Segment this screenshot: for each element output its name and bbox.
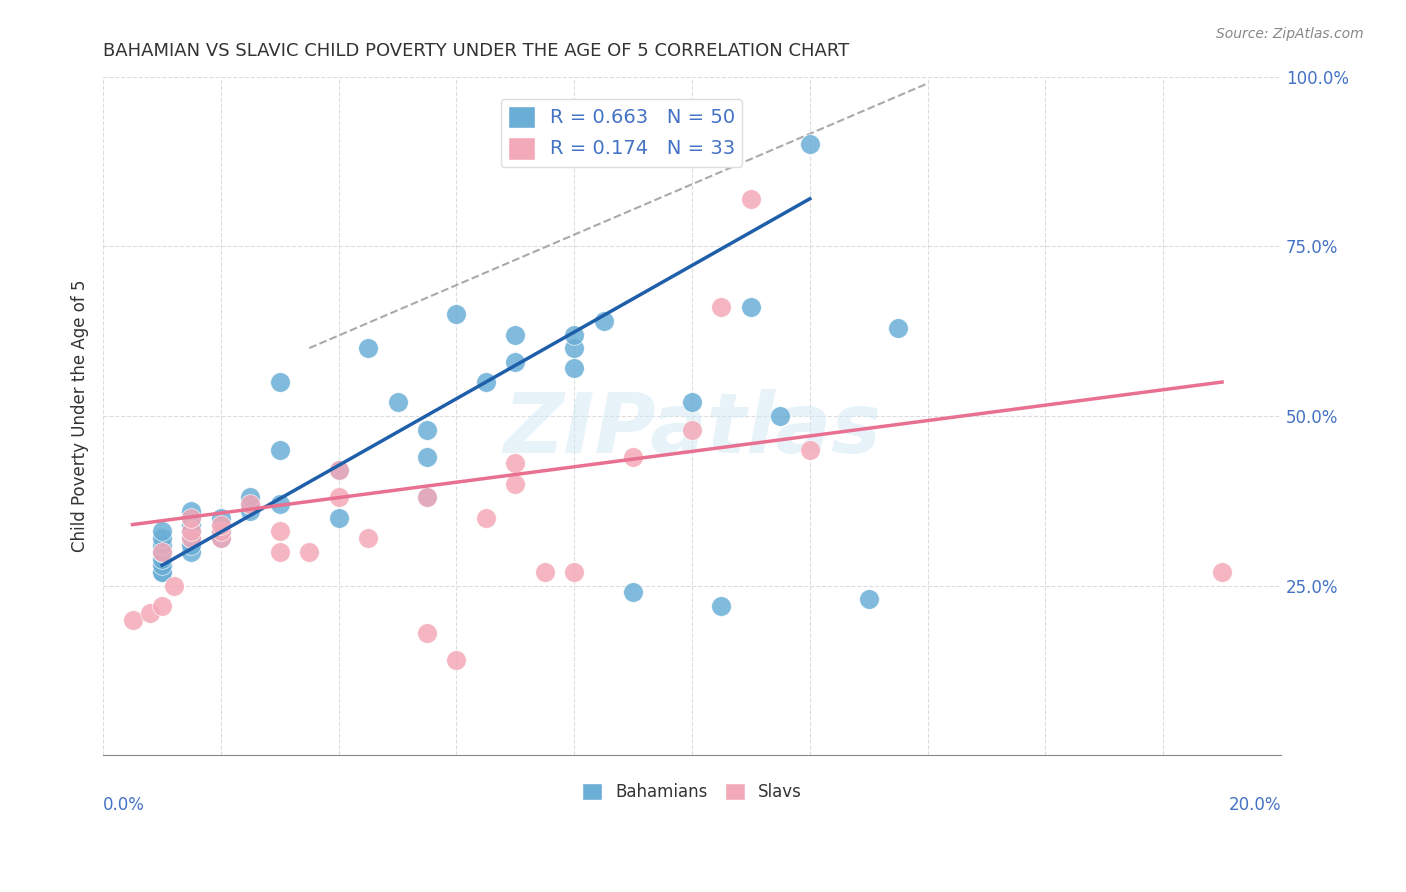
Bahamians	[150, 551, 173, 566]
Bahamians	[562, 327, 585, 342]
Bahamians	[150, 545, 173, 559]
Text: Source: ZipAtlas.com: Source: ZipAtlas.com	[1216, 27, 1364, 41]
Slavs	[621, 103, 644, 118]
Bahamians	[887, 320, 910, 334]
Slavs	[1211, 565, 1233, 579]
Bahamians	[387, 395, 409, 409]
Bahamians	[180, 524, 202, 539]
Slavs	[209, 531, 232, 545]
Slavs	[269, 524, 291, 539]
Bahamians	[505, 354, 527, 368]
Bahamians	[269, 375, 291, 389]
Slavs	[209, 524, 232, 539]
Slavs	[180, 524, 202, 539]
Bahamians	[740, 301, 762, 315]
Text: BAHAMIAN VS SLAVIC CHILD POVERTY UNDER THE AGE OF 5 CORRELATION CHART: BAHAMIAN VS SLAVIC CHILD POVERTY UNDER T…	[103, 42, 849, 60]
Text: 0.0%: 0.0%	[103, 796, 145, 814]
Slavs	[533, 565, 555, 579]
Bahamians	[328, 463, 350, 477]
Bahamians	[180, 504, 202, 518]
Slavs	[562, 565, 585, 579]
Bahamians	[416, 491, 439, 505]
Bahamians	[446, 307, 468, 321]
Slavs	[446, 653, 468, 667]
Bahamians	[799, 137, 821, 152]
Bahamians	[562, 341, 585, 355]
Bahamians	[416, 450, 439, 464]
Bahamians	[710, 599, 733, 613]
Bahamians	[150, 545, 173, 559]
Slavs	[416, 626, 439, 640]
Bahamians	[357, 341, 380, 355]
Slavs	[328, 491, 350, 505]
Bahamians	[328, 510, 350, 524]
Y-axis label: Child Poverty Under the Age of 5: Child Poverty Under the Age of 5	[72, 280, 89, 552]
Slavs	[505, 457, 527, 471]
Bahamians	[150, 558, 173, 573]
Slavs	[239, 497, 262, 511]
Bahamians	[150, 524, 173, 539]
Bahamians	[180, 545, 202, 559]
Bahamians	[180, 538, 202, 552]
Text: 20.0%: 20.0%	[1229, 796, 1281, 814]
Slavs	[475, 510, 498, 524]
Slavs	[180, 531, 202, 545]
Bahamians	[269, 497, 291, 511]
Slavs	[740, 192, 762, 206]
Bahamians	[150, 565, 173, 579]
Bahamians	[209, 510, 232, 524]
Slavs	[328, 463, 350, 477]
Slavs	[180, 510, 202, 524]
Bahamians	[239, 497, 262, 511]
Bahamians	[180, 510, 202, 524]
Legend: Bahamians, Slavs: Bahamians, Slavs	[575, 777, 808, 808]
Text: ZIPatlas: ZIPatlas	[503, 389, 882, 470]
Slavs	[799, 442, 821, 457]
Slavs	[357, 531, 380, 545]
Bahamians	[475, 375, 498, 389]
Bahamians	[562, 361, 585, 376]
Slavs	[710, 301, 733, 315]
Bahamians	[269, 442, 291, 457]
Bahamians	[239, 504, 262, 518]
Bahamians	[209, 517, 232, 532]
Slavs	[681, 423, 703, 437]
Bahamians	[150, 538, 173, 552]
Slavs	[150, 599, 173, 613]
Slavs	[298, 545, 321, 559]
Bahamians	[505, 327, 527, 342]
Bahamians	[150, 565, 173, 579]
Slavs	[163, 579, 186, 593]
Slavs	[416, 491, 439, 505]
Bahamians	[180, 517, 202, 532]
Slavs	[505, 476, 527, 491]
Bahamians	[150, 531, 173, 545]
Slavs	[150, 545, 173, 559]
Bahamians	[592, 314, 614, 328]
Bahamians	[769, 409, 792, 423]
Slavs	[209, 517, 232, 532]
Bahamians	[621, 585, 644, 599]
Slavs	[621, 450, 644, 464]
Slavs	[139, 606, 162, 620]
Slavs	[269, 545, 291, 559]
Bahamians	[239, 491, 262, 505]
Slavs	[121, 613, 143, 627]
Bahamians	[209, 524, 232, 539]
Bahamians	[416, 423, 439, 437]
Bahamians	[858, 592, 880, 607]
Bahamians	[681, 395, 703, 409]
Bahamians	[180, 531, 202, 545]
Bahamians	[209, 531, 232, 545]
Bahamians	[180, 524, 202, 539]
